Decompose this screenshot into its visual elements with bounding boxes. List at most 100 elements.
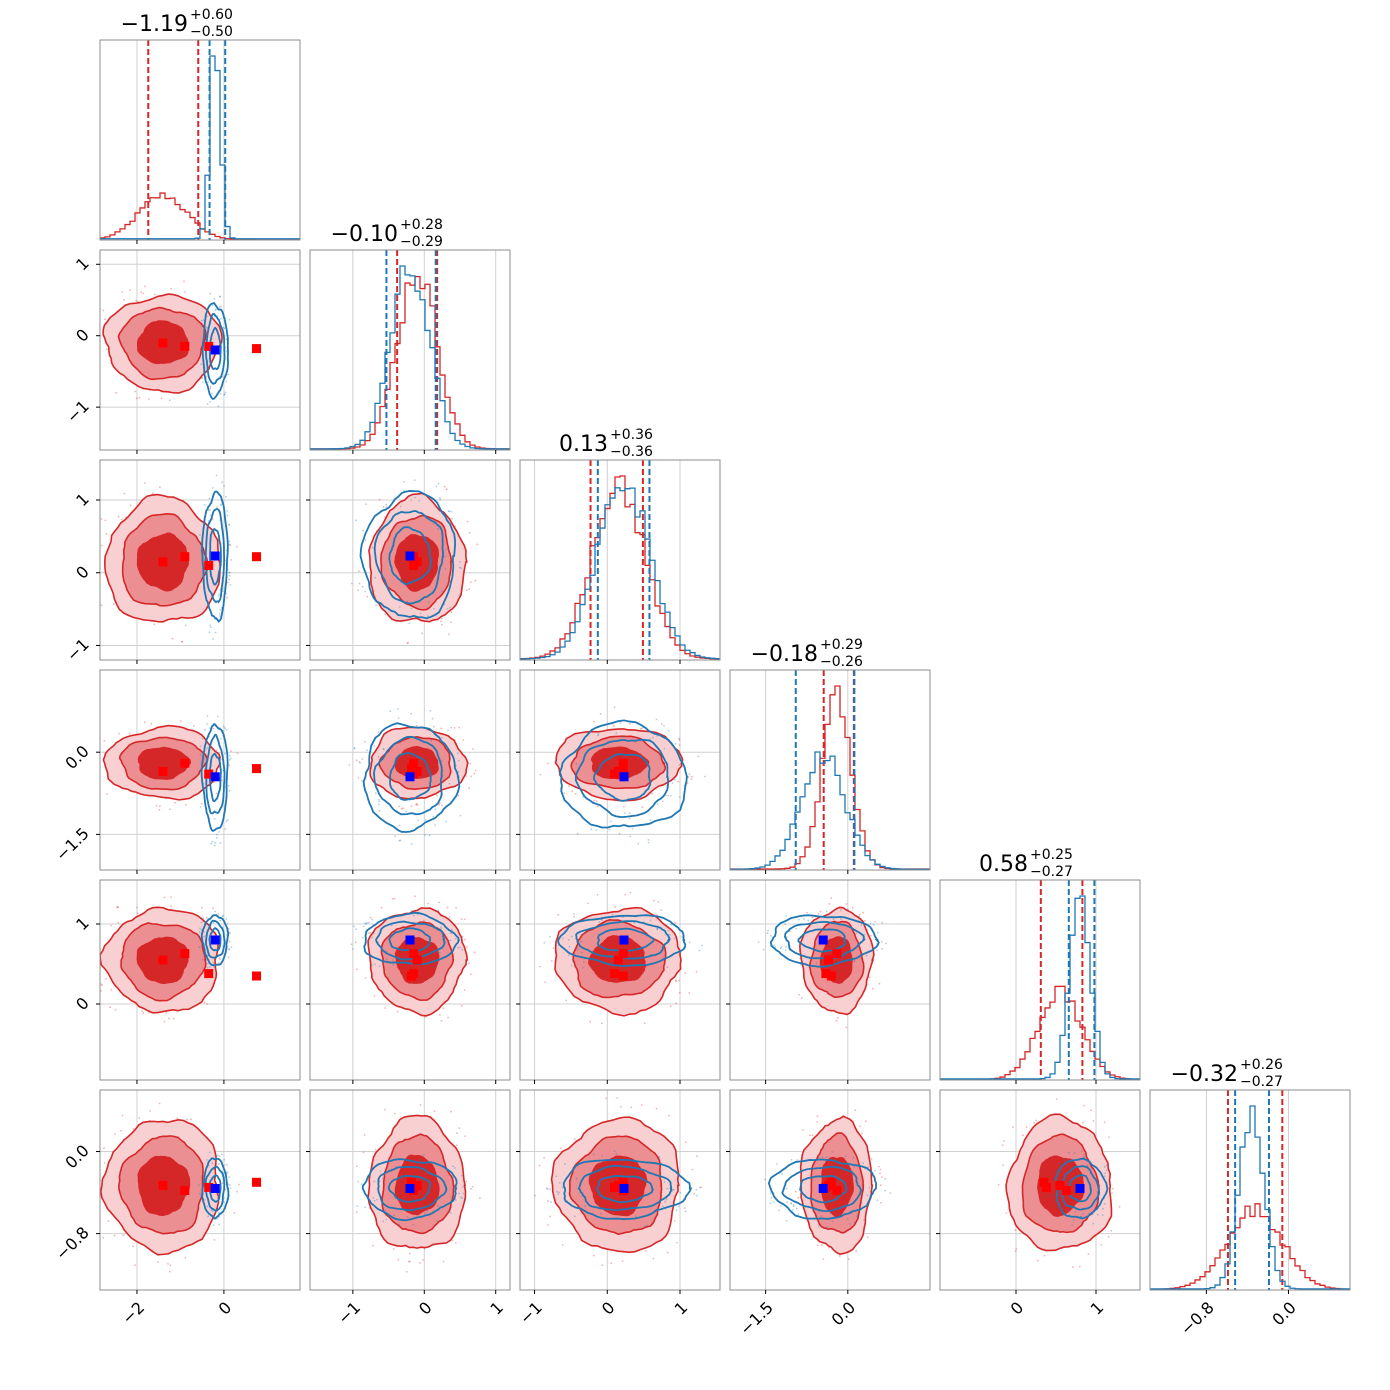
sample-point bbox=[200, 319, 203, 322]
sample-point bbox=[669, 794, 672, 797]
sample-point bbox=[365, 922, 368, 925]
sample-point bbox=[380, 906, 383, 909]
sample-point bbox=[219, 393, 222, 395]
sample-point bbox=[389, 710, 392, 713]
sample-point bbox=[780, 946, 783, 948]
sample-point bbox=[423, 919, 425, 922]
sample-point bbox=[222, 326, 225, 329]
sample-point bbox=[410, 499, 413, 502]
sample-point bbox=[378, 809, 381, 812]
sample-point bbox=[206, 1003, 209, 1005]
sample-point bbox=[385, 503, 387, 506]
sample-point bbox=[370, 964, 373, 966]
marker-red-1 bbox=[409, 758, 419, 768]
sample-point bbox=[450, 1196, 453, 1199]
sample-point bbox=[795, 1207, 798, 1210]
contour-line-2 bbox=[596, 1174, 654, 1204]
sample-point bbox=[659, 755, 662, 757]
sample-point bbox=[410, 843, 413, 845]
sample-point bbox=[863, 919, 866, 922]
sample-point bbox=[201, 381, 204, 383]
sample-point bbox=[460, 1004, 463, 1007]
panel-frame bbox=[309, 879, 511, 1081]
sample-point bbox=[459, 946, 461, 949]
sample-point bbox=[198, 946, 201, 949]
sample-point bbox=[618, 832, 621, 835]
sample-point bbox=[643, 1022, 646, 1025]
sample-point bbox=[669, 934, 671, 936]
sample-point bbox=[468, 588, 471, 591]
sample-point bbox=[1070, 1207, 1073, 1210]
sample-point bbox=[364, 539, 367, 541]
sample-point bbox=[378, 798, 380, 801]
sample-point bbox=[221, 915, 224, 918]
sample-point bbox=[855, 932, 858, 935]
sample-point bbox=[881, 921, 884, 924]
sample-point bbox=[398, 606, 401, 608]
sample-point bbox=[675, 1002, 677, 1005]
sample-point bbox=[821, 1244, 823, 1247]
sample-point bbox=[392, 963, 395, 966]
sample-point bbox=[466, 589, 468, 591]
sample-point bbox=[458, 594, 461, 597]
sample-point bbox=[880, 940, 883, 943]
sample-point bbox=[201, 958, 204, 961]
sample-point bbox=[629, 891, 632, 894]
sample-point bbox=[415, 803, 418, 806]
sample-point bbox=[459, 593, 462, 595]
sample-point bbox=[96, 359, 98, 361]
sample-point bbox=[211, 1162, 214, 1165]
sample-point bbox=[375, 604, 377, 607]
sample-point bbox=[538, 965, 541, 968]
sample-point bbox=[211, 1218, 214, 1221]
panel-4-4 bbox=[939, 879, 1141, 1084]
sample-point bbox=[575, 1177, 578, 1180]
sample-point bbox=[879, 1168, 882, 1171]
marker-red-0 bbox=[158, 766, 168, 776]
sample-point bbox=[434, 824, 436, 826]
sample-point bbox=[197, 1184, 200, 1187]
sample-point bbox=[803, 918, 805, 921]
sample-point bbox=[419, 612, 422, 615]
sample-point bbox=[410, 712, 413, 715]
marker-red-2 bbox=[204, 1182, 214, 1192]
sample-point bbox=[208, 966, 211, 969]
contour-line-0 bbox=[558, 719, 689, 829]
sample-point bbox=[136, 397, 138, 400]
sample-point bbox=[225, 729, 228, 731]
sample-point bbox=[222, 725, 225, 728]
sample-point bbox=[661, 800, 664, 803]
sample-point bbox=[797, 1197, 799, 1199]
sample-point bbox=[884, 1177, 887, 1180]
sample-point bbox=[663, 1181, 666, 1183]
sample-point bbox=[597, 1203, 600, 1205]
sample-point bbox=[106, 793, 108, 795]
sample-point bbox=[217, 962, 220, 965]
panel-frame bbox=[309, 669, 511, 871]
sample-point bbox=[198, 931, 201, 933]
sample-point bbox=[438, 803, 440, 806]
sample-point bbox=[364, 740, 366, 743]
sample-point bbox=[447, 1016, 449, 1019]
sample-point bbox=[1080, 1150, 1083, 1153]
contour-line-2 bbox=[208, 927, 222, 952]
sample-point bbox=[385, 1218, 388, 1221]
sample-point bbox=[454, 1167, 456, 1169]
sample-point bbox=[1100, 1244, 1103, 1246]
panel-5-5 bbox=[1149, 1089, 1351, 1294]
contour-line-1 bbox=[575, 920, 671, 960]
sample-point bbox=[816, 1244, 819, 1247]
sample-point bbox=[468, 787, 471, 790]
sample-point bbox=[223, 327, 226, 330]
marker-red-2 bbox=[610, 769, 619, 779]
sample-point bbox=[138, 1117, 141, 1119]
sample-point bbox=[560, 1147, 562, 1150]
sample-point bbox=[457, 771, 460, 773]
sample-point bbox=[407, 641, 410, 644]
sample-point bbox=[629, 812, 631, 814]
sample-point bbox=[764, 1178, 766, 1181]
marker-red-2 bbox=[821, 969, 831, 979]
y-tick-label: −1 bbox=[63, 635, 93, 665]
sample-point bbox=[229, 544, 232, 546]
